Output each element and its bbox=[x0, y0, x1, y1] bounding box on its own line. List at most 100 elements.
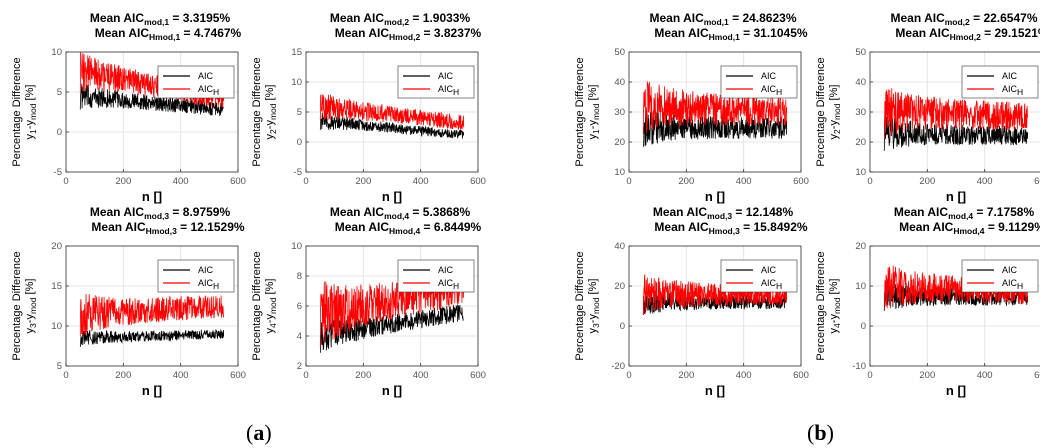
x-tick-label: 400 bbox=[413, 370, 429, 381]
y-axis-label: Percentage Differencey4-ymod [%] bbox=[251, 251, 278, 360]
y-tick-label: 50 bbox=[855, 47, 866, 58]
y-tick-label: 6 bbox=[297, 301, 302, 312]
legend-box bbox=[720, 259, 798, 293]
x-tick-label: 600 bbox=[470, 176, 486, 187]
legend-label: AIC bbox=[438, 71, 454, 81]
chart-title-line1: Mean AICmod,3 = 12.148% bbox=[653, 205, 794, 221]
y-tick-label: 10 bbox=[855, 167, 866, 178]
x-tick-label: 0 bbox=[626, 176, 631, 187]
legend-box bbox=[157, 259, 235, 293]
chart-title-line2: Mean AICHmod,3 = 15.8492% bbox=[654, 220, 807, 236]
legend-label: AICH bbox=[438, 278, 459, 291]
legend-label: AIC bbox=[761, 265, 777, 275]
y-axis-label: Percentage Differencey1-ymod [%] bbox=[11, 57, 38, 166]
x-axis-label: n [] bbox=[382, 383, 402, 398]
x-axis-label: n [] bbox=[382, 189, 402, 204]
y-tick-label: 10 bbox=[291, 241, 302, 252]
y-tick-label: 5 bbox=[297, 107, 302, 118]
y-tick-label: 20 bbox=[614, 281, 625, 292]
x-tick-label: 600 bbox=[1034, 176, 1040, 187]
y-axis-label: Percentage Differencey2-ymod [%] bbox=[815, 57, 842, 166]
legend-label: AICH bbox=[1002, 278, 1023, 291]
series-line-aic-h bbox=[883, 88, 1029, 139]
chart-title-line1: Mean AICmod,2 = 22.6547% bbox=[891, 11, 1038, 27]
x-tick-label: 400 bbox=[736, 370, 752, 381]
legend-label: AIC bbox=[761, 71, 777, 81]
x-tick-label: 400 bbox=[173, 176, 189, 187]
panel-label-b: (b) bbox=[807, 420, 834, 445]
y-axis-label: Percentage Differencey3-ymod [%] bbox=[11, 251, 38, 360]
x-axis-label: n [] bbox=[705, 383, 725, 398]
axes-box bbox=[869, 245, 1040, 367]
legend-label: AIC bbox=[1002, 265, 1018, 275]
x-tick-label: 400 bbox=[173, 370, 189, 381]
y-tick-label: 30 bbox=[855, 107, 866, 118]
chart-title-line2: Mean AICHmod,1 = 4.7467% bbox=[95, 26, 242, 42]
y-axis-label: Percentage Differencey2-ymod [%] bbox=[251, 57, 278, 166]
x-axis-label: n [] bbox=[946, 189, 966, 204]
x-tick-label: 0 bbox=[867, 176, 872, 187]
legend-label: AICH bbox=[1002, 84, 1023, 97]
y-tick-label: 0 bbox=[57, 127, 62, 138]
legend-box bbox=[961, 259, 1039, 293]
chart-a4: 0 200 400 600 2 4 6 8 10 Mean AICmod,4 = 5.3868%M… bbox=[251, 205, 486, 398]
x-tick-label: 200 bbox=[355, 176, 371, 187]
x-axis-label: n [] bbox=[142, 189, 162, 204]
x-tick-label: 400 bbox=[977, 370, 993, 381]
x-tick-label: 200 bbox=[919, 370, 935, 381]
x-tick-label: 0 bbox=[63, 176, 68, 187]
y-tick-label: 40 bbox=[855, 77, 866, 88]
y-tick-label: 20 bbox=[51, 241, 62, 252]
legend-label: AIC bbox=[438, 265, 454, 275]
legend-box bbox=[157, 65, 235, 99]
y-axis-label: Percentage Differencey4-ymod [%] bbox=[815, 251, 842, 360]
y-tick-label: 5 bbox=[57, 361, 62, 372]
x-tick-label: 600 bbox=[230, 176, 246, 187]
chart-title-line1: Mean AICmod,3 = 8.9759% bbox=[90, 205, 231, 221]
y-tick-label: 20 bbox=[614, 137, 625, 148]
y-tick-label: 4 bbox=[297, 331, 302, 342]
chart-title-line2: Mean AICHmod,2 = 3.8237% bbox=[335, 26, 482, 42]
x-tick-label: 0 bbox=[303, 176, 308, 187]
y-tick-label: 0 bbox=[620, 321, 625, 332]
x-tick-label: 600 bbox=[793, 176, 809, 187]
chart-a3: 0 200 400 600 5 10 15 20 Mean AICmod,3 = 8.9759%… bbox=[11, 205, 246, 398]
y-tick-label: 20 bbox=[855, 137, 866, 148]
series-line-aic-h bbox=[642, 274, 788, 315]
series-line-aic-h bbox=[319, 93, 465, 130]
legend-label: AICH bbox=[198, 84, 219, 97]
legend-box bbox=[397, 259, 475, 293]
series-line-aic-h bbox=[79, 51, 225, 108]
x-tick-label: 400 bbox=[413, 176, 429, 187]
chart-title-line1: Mean AICmod,4 = 7.1758% bbox=[894, 205, 1035, 221]
x-tick-label: 0 bbox=[867, 370, 872, 381]
series-line-aic-h bbox=[642, 81, 788, 135]
y-tick-label: 50 bbox=[614, 47, 625, 58]
x-tick-label: 0 bbox=[63, 370, 68, 381]
y-tick-label: -5 bbox=[294, 167, 302, 178]
legend-label: AICH bbox=[761, 84, 782, 97]
x-tick-label: 600 bbox=[793, 370, 809, 381]
y-tick-label: 2 bbox=[297, 361, 302, 372]
x-tick-label: 200 bbox=[678, 176, 694, 187]
chart-title-line2: Mean AICHmod,4 = 6.8449% bbox=[335, 220, 482, 236]
chart-title-line1: Mean AICmod,1 = 3.3195% bbox=[90, 11, 231, 27]
chart-title-line2: Mean AICHmod,3 = 12.1529% bbox=[91, 220, 244, 236]
x-tick-label: 200 bbox=[115, 370, 131, 381]
legend-box bbox=[397, 65, 475, 99]
x-axis-label: n [] bbox=[946, 383, 966, 398]
chart-title-line2: Mean AICHmod,1 = 31.1045% bbox=[654, 26, 807, 42]
y-tick-label: 10 bbox=[291, 77, 302, 88]
y-tick-label: 30 bbox=[614, 107, 625, 118]
y-tick-label: -5 bbox=[54, 167, 62, 178]
y-tick-label: 10 bbox=[855, 281, 866, 292]
y-tick-label: 8 bbox=[297, 271, 302, 282]
x-axis-label: n [] bbox=[142, 383, 162, 398]
legend-label: AIC bbox=[1002, 71, 1018, 81]
panel-label-a: (a) bbox=[246, 420, 272, 445]
x-tick-label: 400 bbox=[736, 176, 752, 187]
axes-box bbox=[628, 245, 802, 367]
